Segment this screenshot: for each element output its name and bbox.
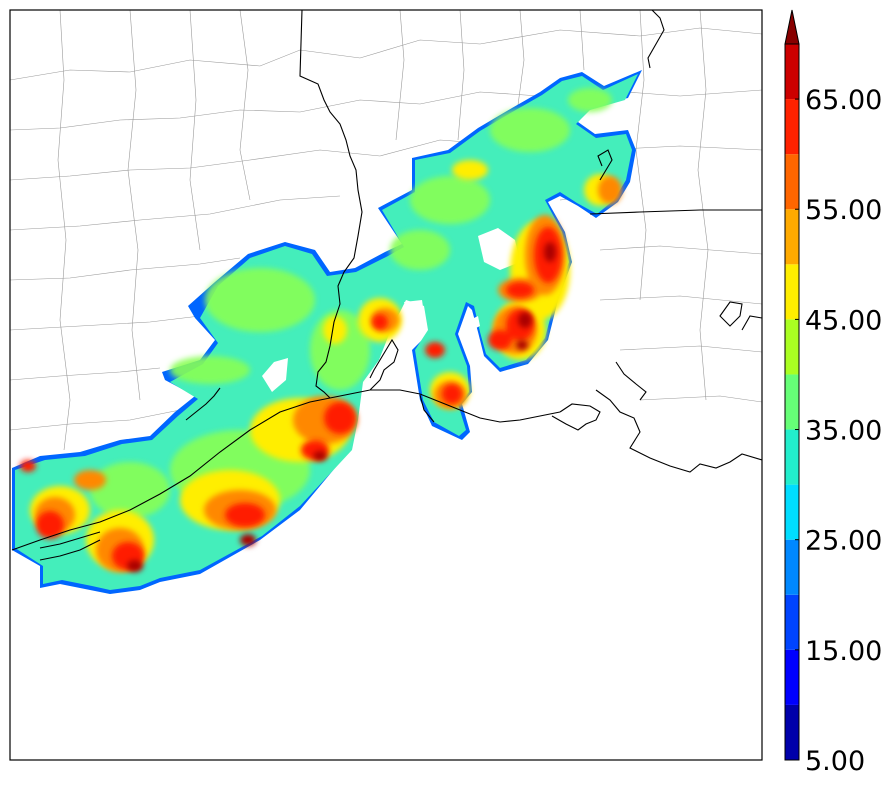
colorbar-extend-arrow <box>784 9 800 45</box>
colorbar-segment <box>785 594 799 650</box>
colorbar-outline <box>784 43 800 761</box>
colorbar-tick-label: 65.00 <box>805 85 882 116</box>
colorbar-segment <box>785 649 799 705</box>
colorbar-segment <box>785 209 799 265</box>
colorbar-segment <box>785 99 799 155</box>
colorbar: 5.00 15.00 25.00 35.00 45.00 55.00 65.00 <box>784 9 882 777</box>
colorbar-tick-label: 15.00 <box>805 636 882 667</box>
map-panel <box>10 10 762 760</box>
colorbar-tick-label: 45.00 <box>805 305 882 336</box>
colorbar-tick-label: 35.00 <box>805 416 882 447</box>
colorbar-segment <box>785 374 799 430</box>
colorbar-tick-label: 55.00 <box>805 195 882 226</box>
colorbar-segment <box>785 539 799 595</box>
colorbar-segment <box>785 704 799 760</box>
reflectivity-field <box>12 70 642 594</box>
colorbar-segment <box>785 484 799 540</box>
colorbar-segment <box>785 154 799 210</box>
map-frame <box>9 9 763 761</box>
state-and-coastline-boundaries <box>11 10 762 561</box>
colorbar-tick-label: 25.00 <box>805 526 882 557</box>
colorbar-segment <box>785 264 799 320</box>
colorbar-segment <box>785 319 799 375</box>
colorbar-segment <box>785 429 799 485</box>
colorbar-segment <box>785 44 799 100</box>
colorbar-tick-label: 5.00 <box>805 746 865 777</box>
